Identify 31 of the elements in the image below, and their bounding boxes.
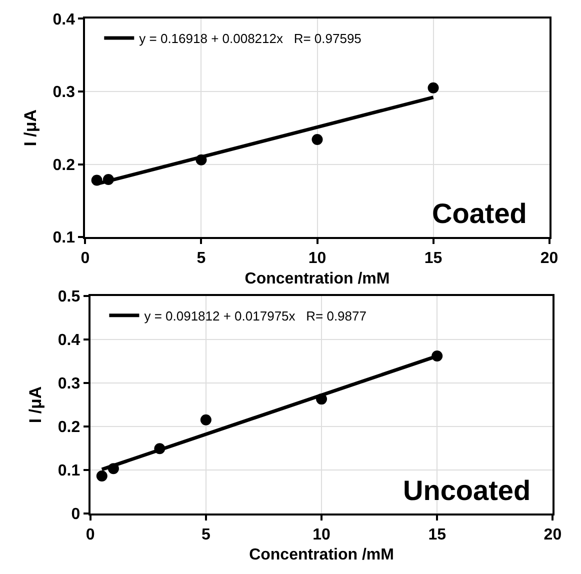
y-tick-label: 0.2 [52, 156, 76, 174]
x-tick-label: 20 [540, 250, 558, 268]
annotation: Uncoated [403, 475, 531, 506]
y-tick-label: 0.3 [52, 84, 76, 102]
y-tick-label: 0.1 [58, 462, 80, 480]
y-tick-label: 0.3 [58, 376, 80, 393]
x-tick-label: 5 [201, 526, 210, 544]
y-tick-label: 0.1 [52, 230, 76, 247]
x-tick-label: 5 [196, 250, 206, 268]
y-tick-label: 0.4 [52, 11, 76, 28]
legend-label: y = 0.16918 + 0.008212x R= 0.97595 [139, 31, 362, 46]
x-axis-title: Concentration /mM [244, 270, 390, 288]
annotation: Coated [432, 198, 527, 229]
x-axis-title: Concentration /mM [249, 546, 394, 564]
legend-label: y = 0.091812 + 0.017975x R= 0.9877 [144, 308, 366, 324]
point [96, 470, 108, 482]
y-tick-label: 0.4 [58, 332, 80, 350]
point [200, 414, 212, 426]
point [428, 82, 439, 94]
x-tick-label: 15 [424, 250, 442, 268]
x-tick-label: 10 [308, 250, 326, 268]
y-tick-label: 0 [71, 506, 80, 523]
x-tick-label: 0 [86, 526, 95, 544]
x-tick-label: 20 [544, 526, 562, 544]
y-tick-label: 0.2 [58, 419, 80, 436]
x-tick-label: 10 [312, 526, 331, 544]
y-tick-label: 0.5 [58, 288, 80, 306]
y-axis-title: I /μA [20, 109, 40, 146]
y-axis-title: I /μA [26, 386, 45, 424]
x-tick-label: 15 [428, 526, 446, 544]
point [312, 134, 323, 146]
